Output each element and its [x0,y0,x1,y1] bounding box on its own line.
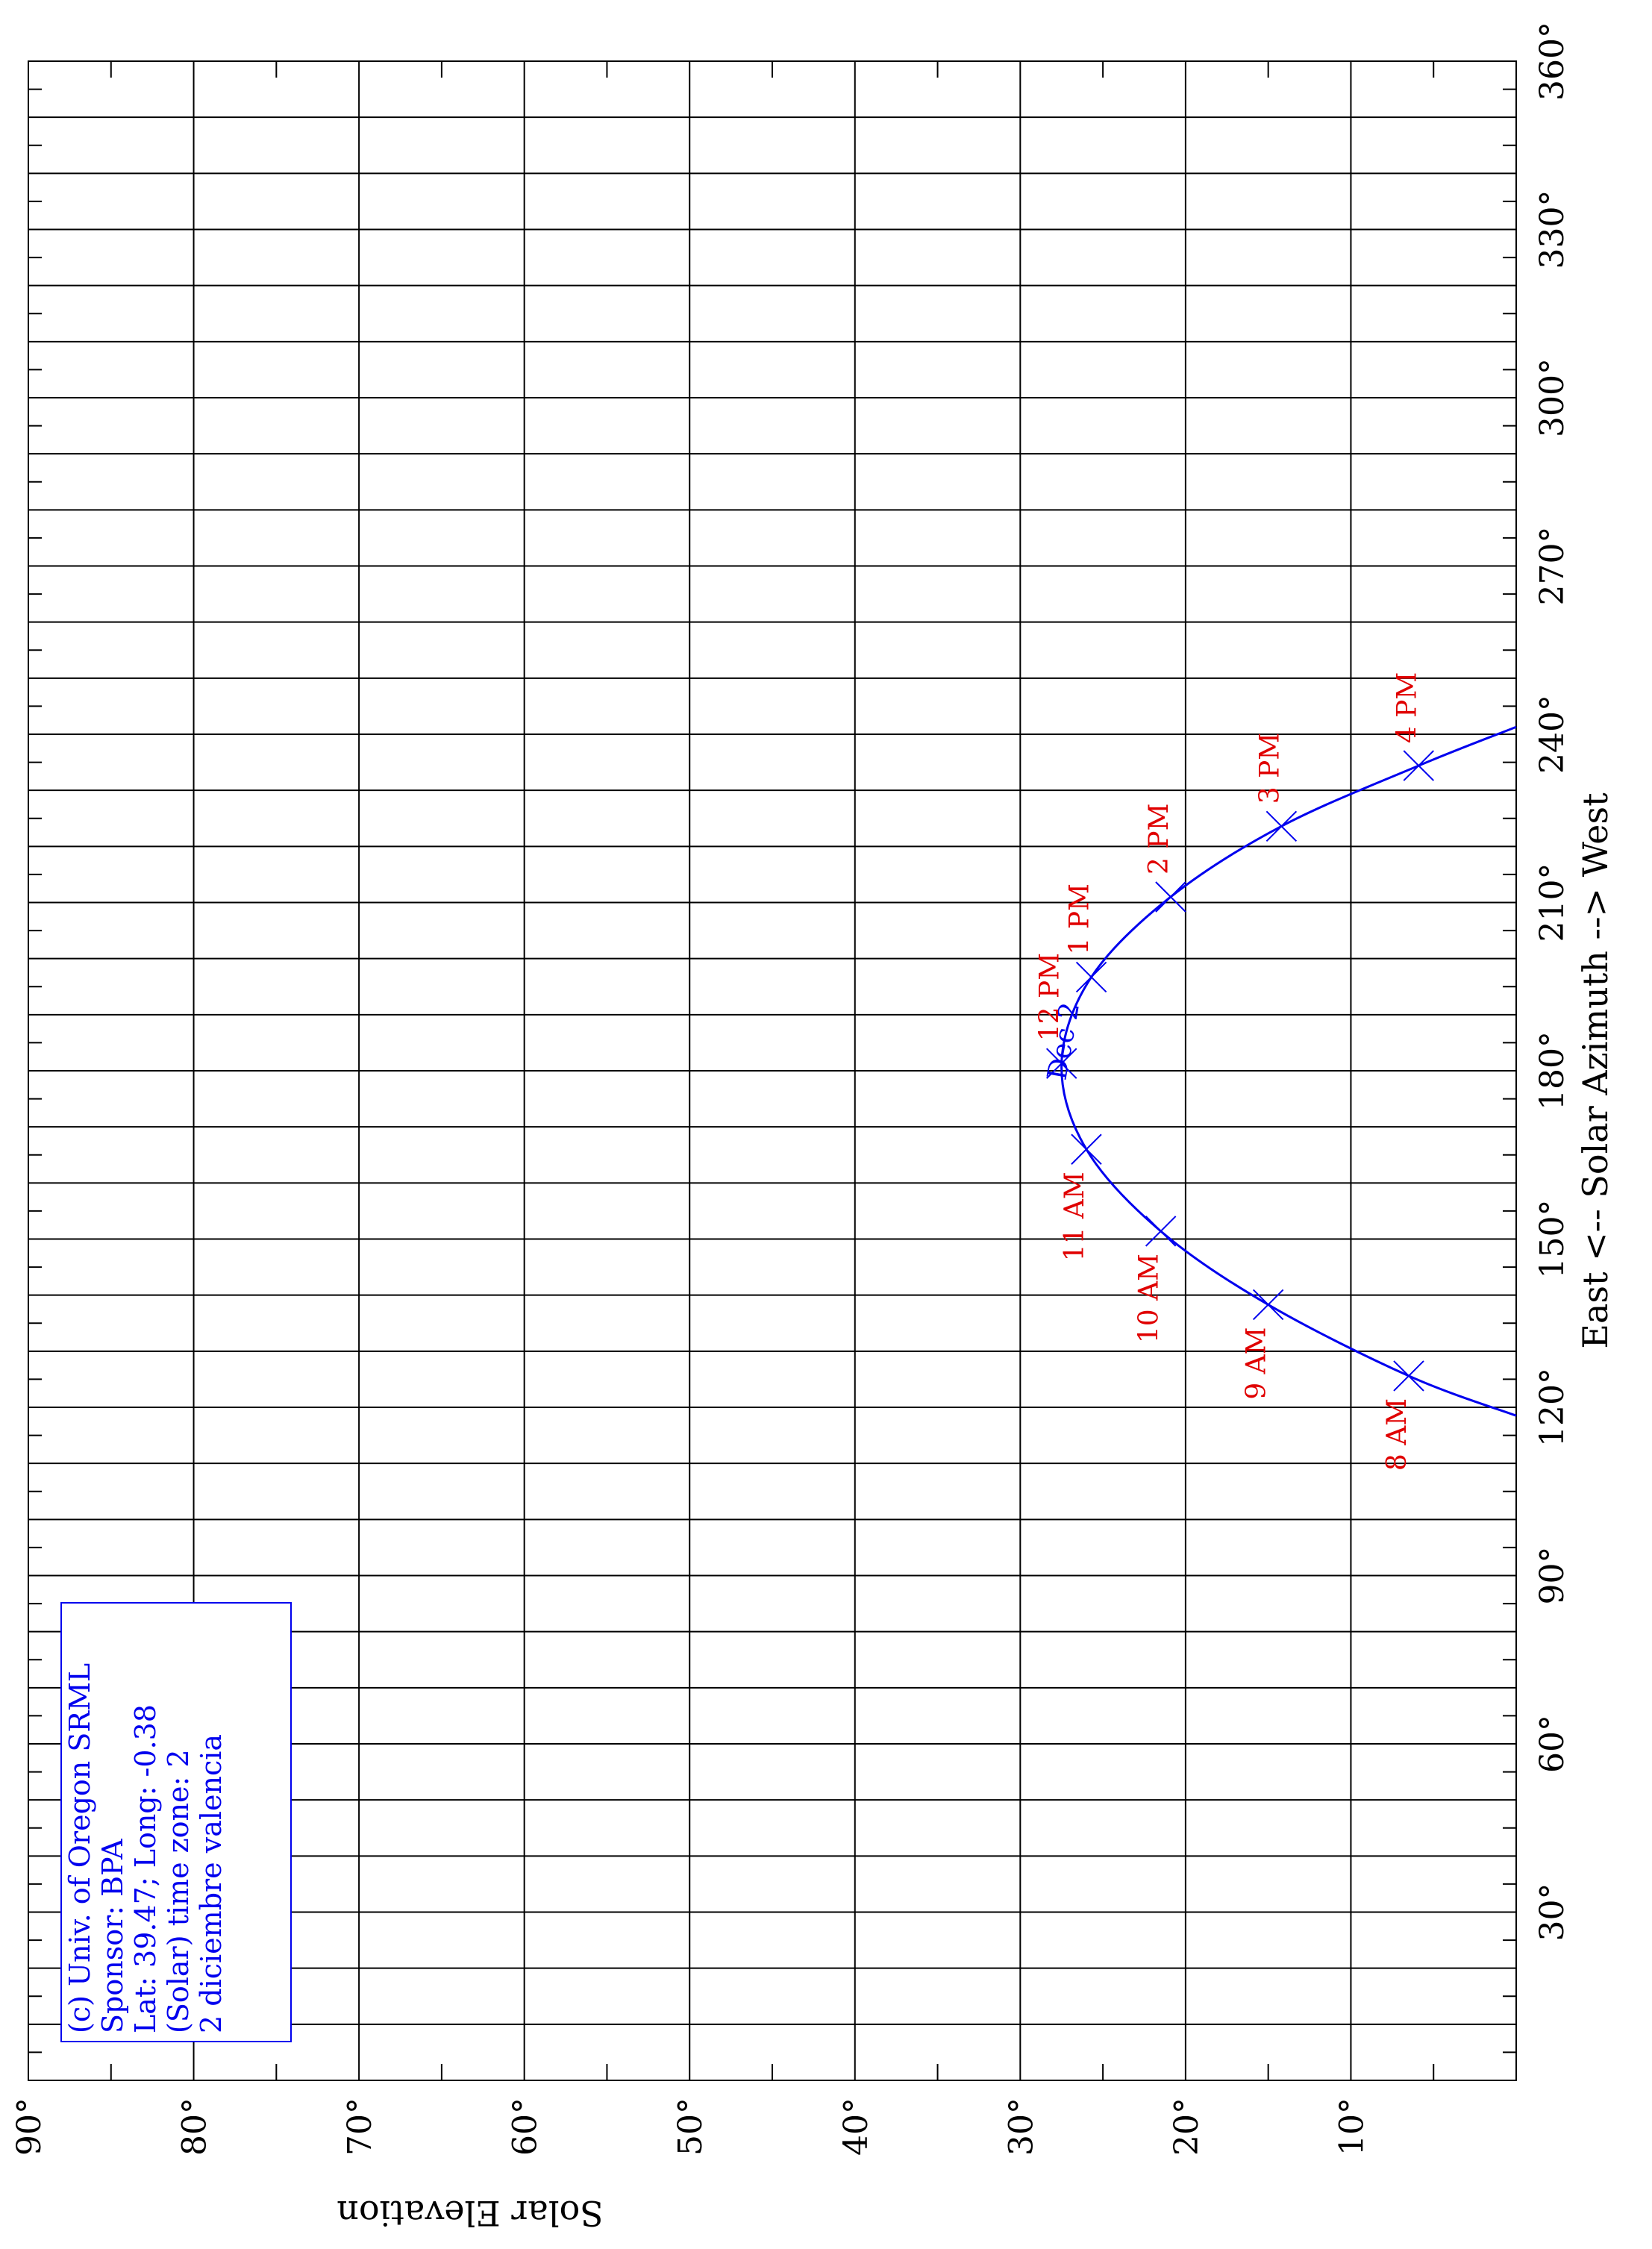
azimuth-tick-label: 30° [1533,1883,1571,1942]
tick-labels: 30° 60° 90° 120° 150° 180° 210° 240° 270° 300° 330… [10,22,1615,2233]
elevation-tick-label: 80° [176,2098,214,2156]
hour-label: 8 AM [1382,1398,1412,1471]
hour-marker [1252,1289,1284,1321]
elevation-tick-label: 90° [10,2098,49,2156]
elevation-tick-label: 20° [1168,2098,1206,2156]
elevation-tick-label: 40° [837,2098,875,2156]
hour-marker [1393,1360,1424,1392]
hour-marker [1145,1216,1177,1247]
elevation-axis-title: Solar Elevation [337,2193,603,2233]
hour-marker [1075,961,1107,993]
hour-markers: 8 AM 9 AM 10 AM 11 AM 12 PM1 PM 2 PM 3 PM 4 PM [1035,672,1434,1471]
elevation-tick-label: 60° [507,2098,545,2156]
elevation-tick-label: 10° [1333,2098,1371,2156]
azimuth-tick-label: 180° [1533,1031,1571,1110]
grid [28,60,1517,2081]
azimuth-tick-label: 60° [1533,1715,1571,1773]
hour-label: 12 PM [1035,953,1066,1041]
info-box-line: Lat: 39.47; Long: -0.38 [129,1704,162,2033]
azimuth-tick-label: 300° [1533,358,1571,437]
hour-marker [1071,1133,1102,1165]
hour-marker [1265,810,1298,842]
hour-marker [1155,881,1186,913]
hour-label: 10 AM [1134,1254,1165,1343]
hour-label: 3 PM [1254,733,1285,804]
azimuth-axis-title: East <-- Solar Azimuth --> West [1575,792,1615,1349]
azimuth-tick-label: 210° [1533,863,1571,942]
elevation-tick-label: 30° [1002,2098,1040,2156]
azimuth-tick-label: 270° [1533,527,1571,606]
info-box-line: Sponsor: BPA [96,1839,129,2033]
elevation-tick-label: 50° [672,2098,710,2156]
azimuth-tick-label: 360° [1533,22,1571,101]
info-box-line: 2 diciembre valencia [195,1734,228,2033]
azimuth-tick-label: 240° [1533,695,1571,774]
hour-marker [1046,1048,1077,1079]
azimuth-tick-label: 330° [1533,190,1571,269]
hour-label: 2 PM [1144,804,1174,875]
elevation-tick-label: 70° [341,2098,379,2156]
hour-label: 1 PM [1065,883,1095,954]
hour-label: 9 AM [1242,1327,1272,1399]
hour-label: 11 AM [1060,1172,1090,1261]
info-box-line: (Solar) time zone: 2 [162,1749,195,2033]
hour-label: 4 PM [1392,672,1422,743]
info-box-line: (c) Univ. of Oregon SRML [63,1663,96,2033]
azimuth-tick-label: 120° [1533,1368,1571,1447]
azimuth-tick-label: 90° [1533,1547,1571,1605]
info-box: (c) Univ. of Oregon SRML Sponsor: BPA Lat:… [60,1602,292,2042]
hour-marker [1403,750,1434,781]
info-box-frame [60,1602,292,2042]
azimuth-tick-label: 150° [1533,1200,1571,1279]
